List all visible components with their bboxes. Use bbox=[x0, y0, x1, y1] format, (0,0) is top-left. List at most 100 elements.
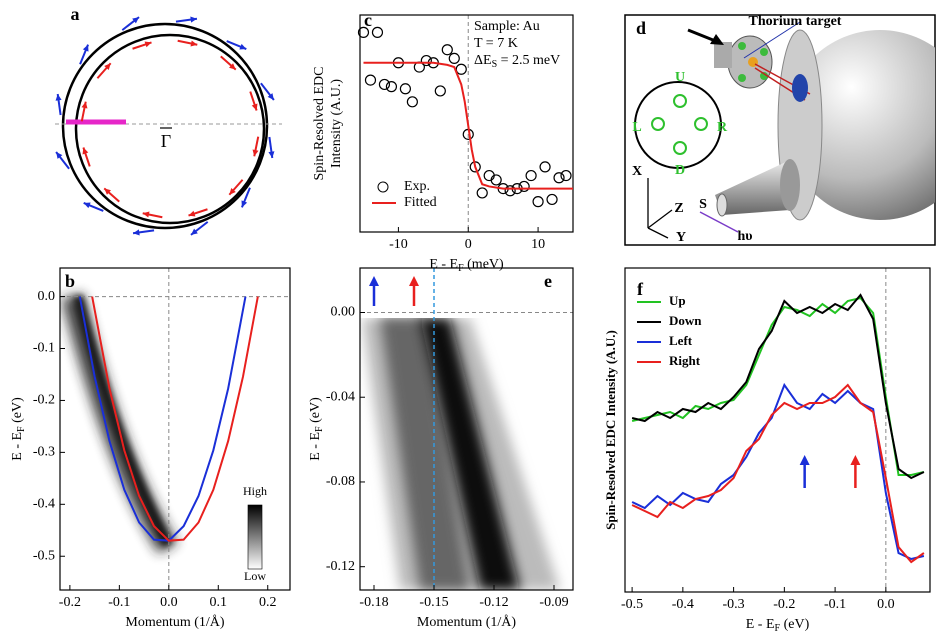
annotation-arrow-head bbox=[369, 276, 379, 286]
annotation-arrow-head bbox=[799, 455, 810, 465]
label-subscript: F bbox=[458, 263, 464, 274]
panel-label: d bbox=[636, 18, 646, 38]
data-point bbox=[518, 180, 530, 193]
data-point bbox=[546, 193, 558, 206]
data-point bbox=[455, 63, 467, 75]
x-tick-label: -0.18 bbox=[359, 595, 388, 610]
data-point bbox=[539, 161, 551, 173]
label-subscript: F bbox=[775, 623, 781, 634]
label-part: ΔE bbox=[474, 53, 492, 68]
data-point bbox=[371, 26, 384, 38]
y-tick-label: -0.08 bbox=[326, 474, 355, 489]
x-tick-label: 10 bbox=[531, 237, 545, 252]
data-point bbox=[441, 44, 453, 56]
y-axis-label: E - EF (eV) bbox=[308, 397, 325, 461]
spin-arrow-head bbox=[144, 41, 152, 48]
data-point bbox=[385, 81, 398, 93]
label-part: E - E bbox=[308, 432, 323, 461]
data-point bbox=[434, 85, 446, 97]
legend-label: Left bbox=[669, 333, 693, 348]
x-axis-label: E - EF (meV) bbox=[429, 257, 504, 274]
detector-label: L bbox=[632, 120, 641, 135]
spin-arrow-head bbox=[190, 40, 198, 47]
x-tick-label: -0.1 bbox=[824, 597, 846, 612]
spin-arrow-head bbox=[82, 147, 89, 155]
spin-arrow-head bbox=[83, 202, 91, 209]
label-subscript: S bbox=[492, 59, 498, 70]
data-point bbox=[399, 83, 411, 95]
label-part: (eV) bbox=[308, 397, 323, 426]
series-line bbox=[363, 61, 573, 190]
detector-label: U bbox=[675, 70, 685, 85]
series-line bbox=[631, 383, 925, 564]
x-axis-label: E - EF (eV) bbox=[746, 617, 810, 634]
y-axis-label: Spin-Resolved EDC bbox=[312, 67, 327, 181]
spin-arrow-head bbox=[142, 211, 150, 218]
panel-a: Γ a bbox=[55, 4, 282, 236]
x-axis-label: Momentum (1/Å) bbox=[417, 614, 516, 630]
series-line bbox=[78, 296, 247, 542]
annotation: ΔES = 2.5 meV bbox=[474, 53, 560, 70]
x-tick-label: -0.4 bbox=[672, 597, 694, 612]
colorbar-label: High bbox=[243, 484, 267, 498]
legend-label: Up bbox=[669, 293, 686, 308]
spin-arrow-head bbox=[268, 151, 275, 158]
colorbar-label: Low bbox=[244, 569, 266, 583]
x-tick-label: -10 bbox=[389, 237, 408, 252]
data-point bbox=[448, 52, 460, 65]
data-point bbox=[364, 74, 377, 86]
spin-arrow-head bbox=[104, 188, 111, 195]
series-line bbox=[631, 382, 925, 561]
label-part: = 2.5 meV bbox=[497, 53, 560, 68]
label-part: E - E bbox=[746, 617, 775, 632]
legend-label: Fitted bbox=[404, 195, 437, 210]
x-tick-label: 0 bbox=[465, 237, 472, 252]
data-point bbox=[532, 196, 544, 208]
plot-frame bbox=[59, 267, 291, 591]
data-point bbox=[378, 78, 391, 91]
data-point bbox=[490, 174, 502, 186]
label-subscript: F bbox=[16, 426, 27, 432]
data-point bbox=[553, 172, 565, 184]
y-axis-label: Intensity (A.U.) bbox=[329, 79, 344, 168]
spin-arrow-head bbox=[190, 16, 197, 23]
data-point bbox=[357, 26, 370, 38]
label-part: (eV) bbox=[780, 617, 809, 632]
spin-arrow-head bbox=[133, 229, 140, 236]
y-tick-label: -0.04 bbox=[326, 389, 355, 404]
heatmap-e bbox=[360, 318, 573, 590]
gamma-label: Γ bbox=[161, 131, 171, 151]
detector-label: R bbox=[717, 120, 728, 135]
y-tick-label: -0.4 bbox=[33, 497, 55, 512]
spin-arrow-head bbox=[190, 228, 198, 235]
label-part: E - E bbox=[10, 432, 25, 461]
x-tick-label: -0.09 bbox=[539, 595, 568, 610]
y-tick-label: -0.2 bbox=[33, 393, 55, 408]
panel-d: U L R D X Z Y S hυ Thorium target d bbox=[624, 14, 936, 246]
panel-label: c bbox=[364, 10, 372, 30]
data-point bbox=[406, 96, 418, 108]
spin-arrow-head bbox=[132, 17, 140, 24]
y-axis-label: E - EF (eV) bbox=[10, 397, 27, 461]
series-line bbox=[631, 293, 925, 480]
legend-symbol bbox=[377, 181, 389, 193]
label-part: (eV) bbox=[10, 397, 25, 426]
series-line bbox=[91, 296, 259, 542]
target-label: Thorium target bbox=[749, 14, 842, 29]
panel-label: a bbox=[71, 4, 80, 24]
x-tick-label: -0.3 bbox=[723, 597, 745, 612]
panel-label: f bbox=[637, 279, 644, 299]
panel-label: e bbox=[544, 271, 552, 291]
sample-label: S bbox=[699, 197, 707, 212]
axis-label: Y bbox=[676, 230, 686, 245]
spin-arrow-head bbox=[252, 149, 259, 157]
annotation-arrow-head bbox=[850, 455, 861, 465]
legend-label: Exp. bbox=[404, 179, 430, 194]
spin-arrow-head bbox=[55, 94, 62, 101]
x-tick-label: 0.1 bbox=[210, 595, 228, 610]
plot-frame bbox=[359, 14, 574, 233]
x-tick-label: 0.0 bbox=[160, 595, 178, 610]
y-axis-label: Spin-Resolved EDC Intensity (A.U.) bbox=[603, 330, 618, 530]
legend-label: Right bbox=[669, 353, 701, 368]
